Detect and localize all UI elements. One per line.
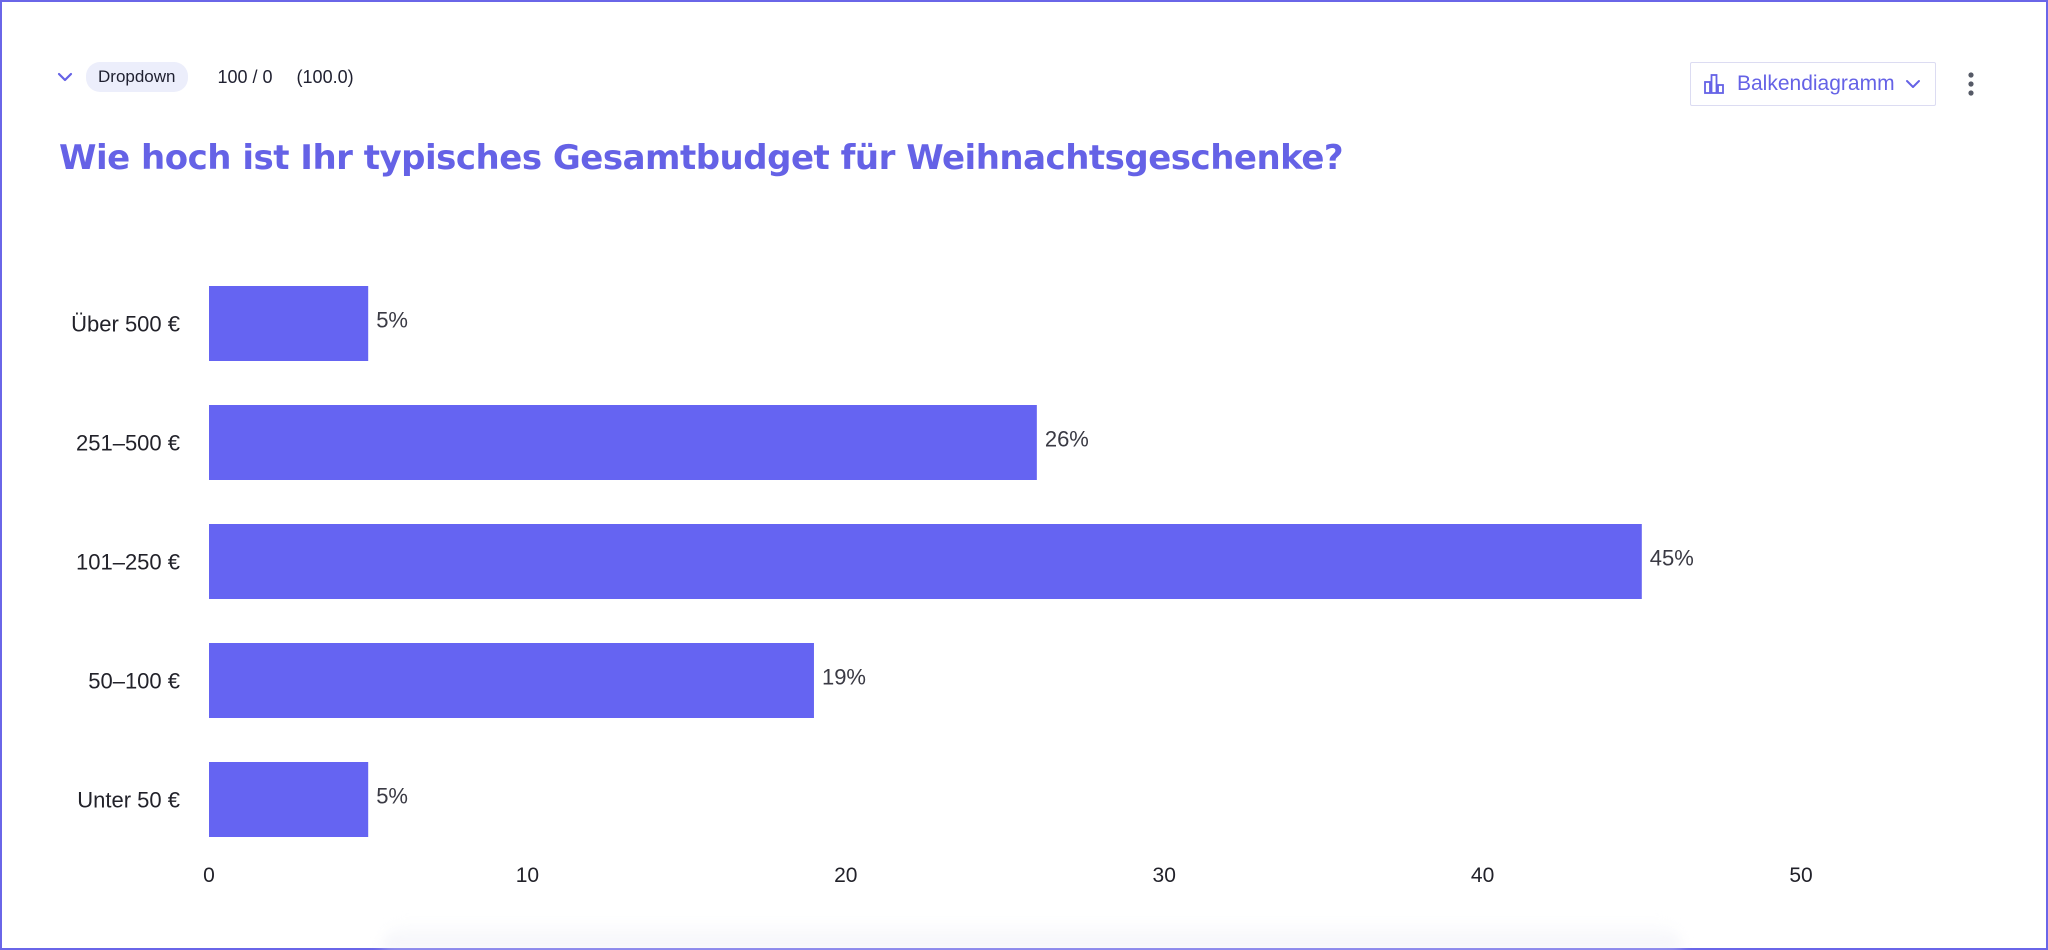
bar xyxy=(209,524,1642,599)
card-shadow xyxy=(382,920,1682,950)
x-tick-label: 40 xyxy=(1471,864,1494,887)
response-count: 100 / 0 xyxy=(217,66,273,87)
category-label: 101–250 € xyxy=(76,550,180,575)
bar xyxy=(209,762,369,837)
bar-chart-icon xyxy=(1704,74,1724,94)
data-label: 5% xyxy=(376,308,408,333)
bar xyxy=(209,405,1037,480)
category-label: Unter 50 € xyxy=(77,788,180,813)
data-label: 26% xyxy=(1045,427,1089,452)
bar xyxy=(209,286,369,361)
chevron-down-icon xyxy=(57,72,73,82)
data-label: 45% xyxy=(1650,546,1694,571)
category-label: 50–100 € xyxy=(88,669,180,694)
more-options-button[interactable] xyxy=(1958,66,1984,102)
x-tick-label: 0 xyxy=(203,864,215,887)
x-tick-label: 30 xyxy=(1153,864,1176,887)
question-type-badge: Dropdown xyxy=(86,62,188,92)
question-title: Wie hoch ist Ihr typisches Gesamtbudget … xyxy=(59,138,1344,178)
question-meta: Dropdown 100 / 0 (100.0) xyxy=(54,62,354,92)
bar xyxy=(209,643,814,718)
x-tick-label: 10 xyxy=(516,864,539,887)
category-label: 251–500 € xyxy=(76,431,180,456)
x-tick-label: 20 xyxy=(834,864,857,887)
chart-type-label: Balkendiagramm xyxy=(1737,72,1895,95)
score-value: (100.0) xyxy=(296,66,354,87)
more-vertical-icon xyxy=(1968,72,1974,96)
chart-type-select[interactable]: Balkendiagramm xyxy=(1690,62,1936,106)
collapse-button[interactable] xyxy=(54,66,76,88)
category-label: Über 500 € xyxy=(71,312,180,337)
data-label: 19% xyxy=(822,665,866,690)
data-label: 5% xyxy=(376,784,408,809)
x-tick-label: 50 xyxy=(1789,864,1812,887)
chevron-down-icon xyxy=(1905,80,1920,88)
